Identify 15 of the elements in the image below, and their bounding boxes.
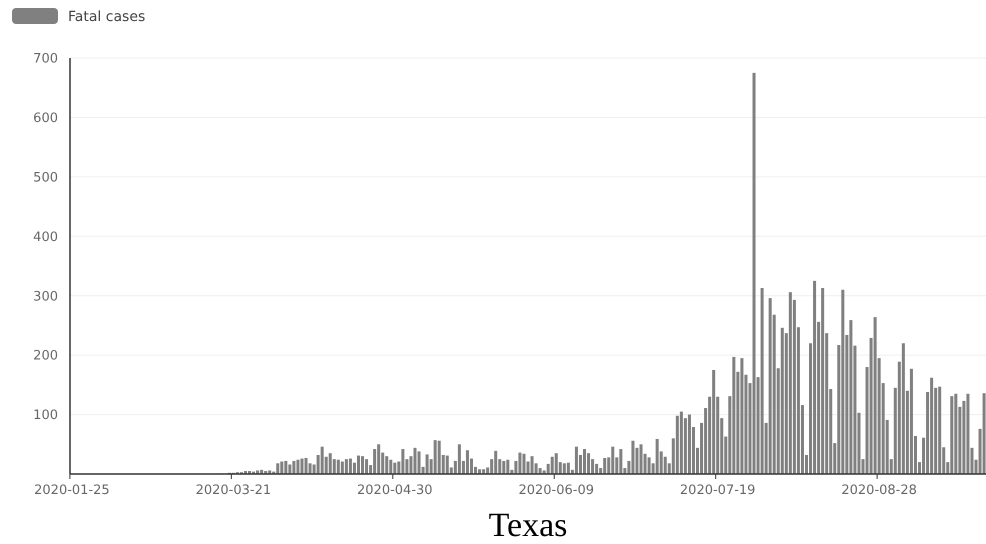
x-tick-label: 2020-04-30 <box>357 483 433 498</box>
x-tick-label: 2020-06-09 <box>518 483 594 498</box>
y-tick-label: 600 <box>33 110 58 126</box>
y-tick-label: 400 <box>33 230 58 245</box>
y-tick-label: 100 <box>33 408 58 424</box>
x-tick-label: 2020-07-19 <box>680 483 756 498</box>
text: Texas <box>488 507 568 544</box>
y-tick-label: 300 <box>33 289 58 304</box>
y-tick-label: 700 <box>33 52 58 67</box>
x-tick-label: 2020-08-28 <box>841 483 917 498</box>
x-tick-label: 2020-03-21 <box>196 483 272 498</box>
y-tick-label: 500 <box>33 170 58 186</box>
x-tick-label: 2020-01-25 <box>34 483 110 498</box>
legend-label: Fatal cases <box>68 9 146 25</box>
y-tick-label: 200 <box>33 348 58 364</box>
